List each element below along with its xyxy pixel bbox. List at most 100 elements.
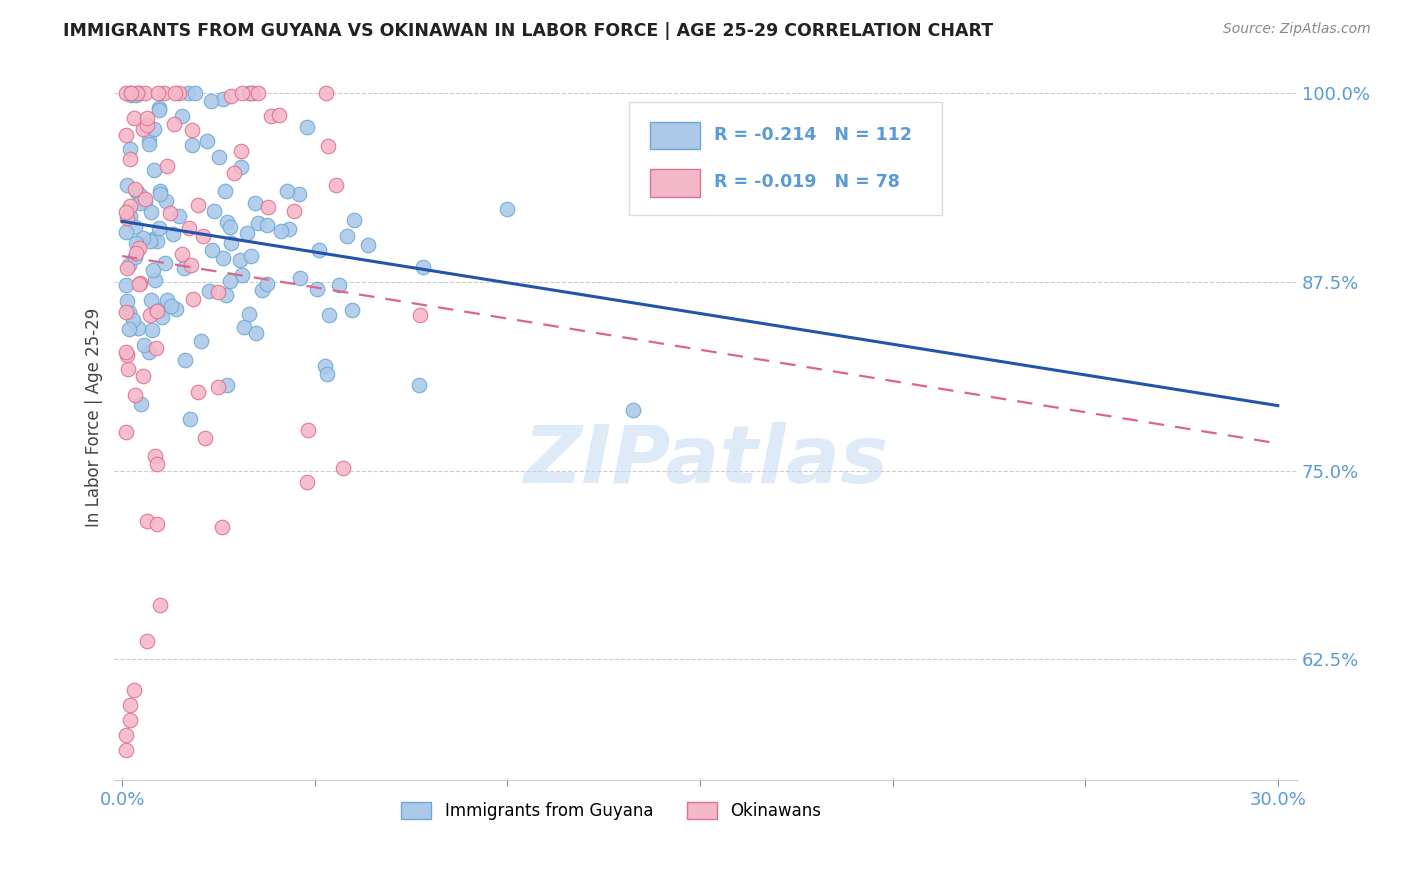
- Point: [163, 117, 186, 131]
- Point: [308, 243, 330, 257]
- Point: [246, 216, 269, 230]
- Point: [357, 237, 380, 252]
- Point: [224, 166, 246, 180]
- Point: [127, 86, 149, 100]
- Point: [142, 231, 165, 245]
- Point: [328, 278, 350, 293]
- Point: [141, 293, 163, 307]
- Point: [179, 412, 201, 426]
- Point: [181, 293, 204, 307]
- Point: [211, 520, 233, 534]
- Point: [177, 86, 200, 100]
- Point: [180, 258, 202, 272]
- Point: [139, 235, 162, 249]
- Point: [115, 226, 138, 240]
- Point: [115, 425, 138, 439]
- Point: [155, 256, 177, 270]
- Point: [134, 192, 156, 206]
- Point: [122, 313, 145, 327]
- Point: [214, 184, 236, 198]
- Point: [325, 178, 347, 192]
- Point: [187, 197, 209, 211]
- Point: [138, 137, 160, 152]
- Point: [143, 122, 166, 136]
- Point: [238, 306, 260, 320]
- Point: [276, 185, 298, 199]
- Point: [165, 86, 187, 100]
- Point: [336, 229, 359, 244]
- Point: [207, 380, 229, 394]
- Point: [122, 111, 145, 125]
- Point: [257, 200, 280, 214]
- Point: [143, 449, 166, 463]
- Point: [155, 293, 177, 307]
- Point: [115, 278, 138, 293]
- Point: [142, 263, 165, 277]
- Point: [115, 86, 138, 100]
- Point: [118, 86, 141, 100]
- Point: [159, 299, 181, 313]
- Point: [118, 152, 141, 166]
- Point: [211, 92, 233, 106]
- Point: [201, 243, 224, 257]
- Point: [340, 303, 363, 318]
- Point: [195, 135, 218, 149]
- Point: [179, 221, 201, 235]
- Point: [141, 323, 163, 337]
- Point: [135, 111, 157, 125]
- Point: [120, 198, 142, 212]
- Point: [142, 163, 165, 178]
- Point: [156, 160, 179, 174]
- Point: [235, 226, 257, 240]
- Point: [146, 304, 169, 318]
- Point: [148, 103, 170, 117]
- Point: [132, 122, 155, 136]
- Point: [283, 203, 305, 218]
- Text: ZIPatlas: ZIPatlas: [523, 422, 889, 500]
- Point: [165, 302, 187, 317]
- Point: [143, 273, 166, 287]
- Point: [297, 475, 319, 489]
- Point: [297, 423, 319, 437]
- Point: [221, 236, 243, 251]
- Point: [239, 86, 262, 100]
- Legend: Immigrants from Guyana, Okinawans: Immigrants from Guyana, Okinawans: [395, 795, 828, 826]
- Point: [159, 206, 181, 220]
- Point: [218, 274, 240, 288]
- Point: [155, 194, 177, 208]
- Y-axis label: In Labor Force | Age 25-29: In Labor Force | Age 25-29: [86, 308, 103, 527]
- Point: [145, 517, 167, 532]
- Point: [127, 320, 149, 334]
- Point: [190, 334, 212, 349]
- Point: [219, 220, 242, 235]
- Point: [290, 271, 312, 285]
- Point: [231, 268, 253, 282]
- Point: [125, 245, 148, 260]
- Point: [138, 345, 160, 359]
- Point: [162, 227, 184, 241]
- Point: [115, 260, 138, 275]
- Point: [131, 397, 153, 411]
- Point: [259, 109, 281, 123]
- Point: [125, 186, 148, 200]
- Point: [219, 89, 242, 103]
- Point: [183, 86, 205, 100]
- Point: [115, 728, 138, 742]
- Point: [118, 698, 141, 712]
- Point: [153, 86, 176, 100]
- Point: [115, 128, 138, 143]
- Point: [181, 123, 204, 137]
- Point: [117, 293, 139, 308]
- Point: [120, 87, 142, 102]
- Point: [139, 308, 162, 322]
- Point: [149, 186, 172, 201]
- Point: [127, 86, 149, 100]
- Point: [238, 86, 260, 100]
- Point: [229, 144, 252, 158]
- Point: [623, 403, 645, 417]
- Point: [207, 285, 229, 300]
- Point: [146, 86, 169, 100]
- Point: [215, 215, 238, 229]
- Point: [315, 86, 337, 100]
- Point: [169, 86, 191, 100]
